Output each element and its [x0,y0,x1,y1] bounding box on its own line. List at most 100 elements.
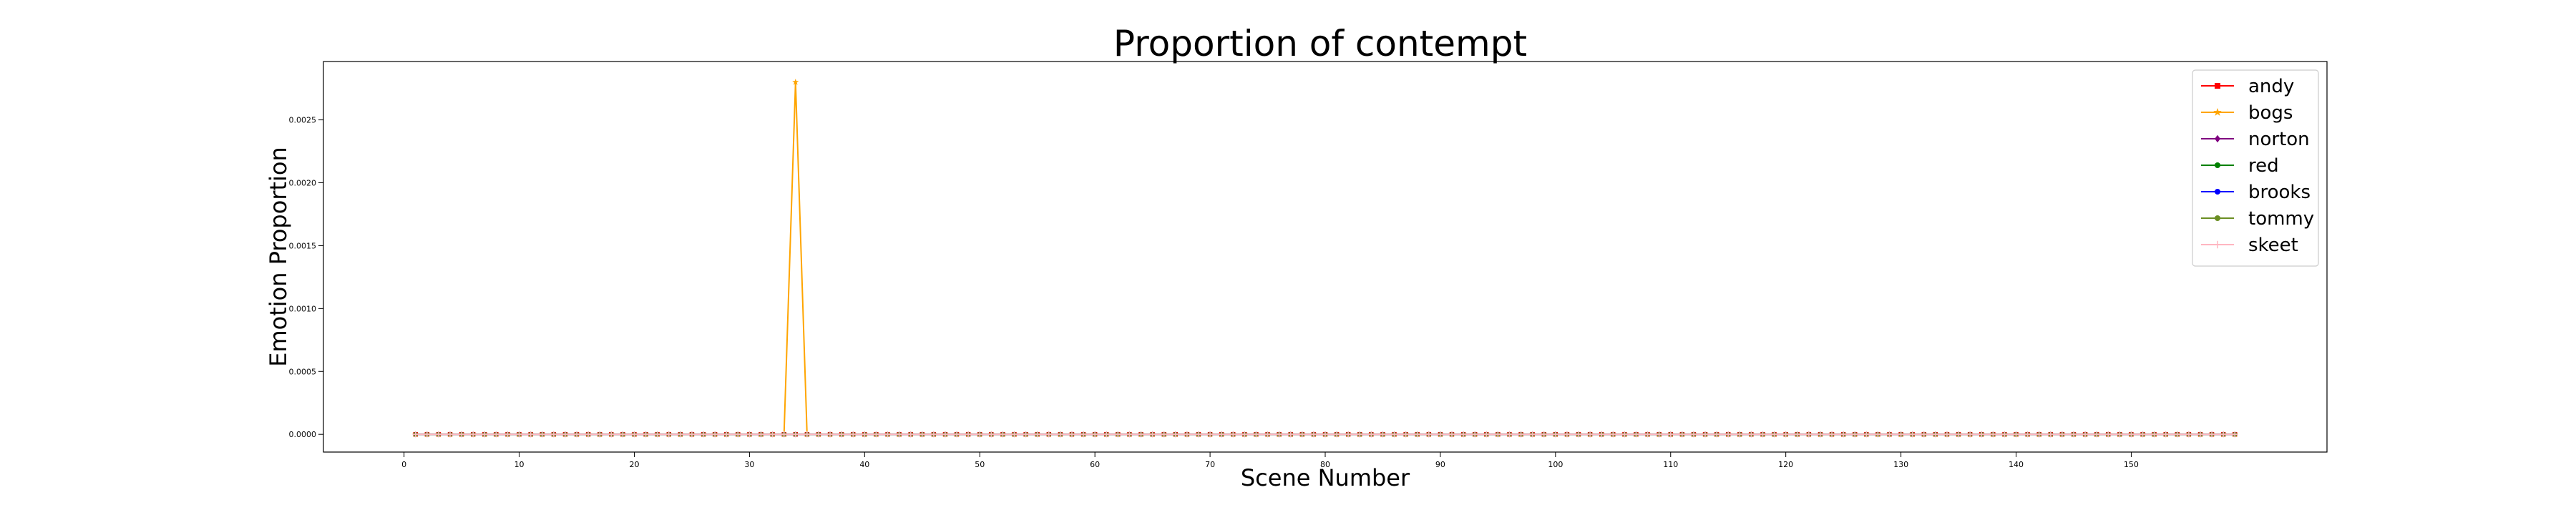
data-point-skeet [1760,431,1766,438]
legend-item-skeet: skeet [2201,235,2298,256]
data-point-skeet [597,431,603,438]
legend-label: tommy [2248,208,2314,230]
data-point-skeet [1241,431,1248,438]
data-point-skeet [1541,431,1547,438]
data-point-skeet [2094,431,2100,438]
x-tick-label: 90 [1435,460,1445,469]
data-point-skeet [1782,431,1789,438]
x-tick-label: 10 [514,460,525,469]
legend-label: norton [2248,129,2310,150]
data-point-skeet [896,431,902,438]
data-point-skeet [2140,431,2146,438]
data-point-skeet [1380,431,1386,438]
legend-label: andy [2248,76,2294,97]
data-point-skeet [1126,431,1133,438]
data-point-skeet [1195,431,1202,438]
data-point-skeet [1345,431,1352,438]
y-tick-label: 0.0000 [289,430,317,439]
data-point-skeet [1575,431,1582,438]
data-point-skeet [1828,431,1835,438]
chart-title: Proportion of contempt [1113,23,1527,64]
data-point-skeet [804,431,811,438]
legend-item-norton: norton [2201,129,2310,150]
data-point-skeet [620,431,626,438]
data-point-skeet [1495,431,1501,438]
data-point-skeet [2162,431,2169,438]
data-point-skeet [1402,431,1409,438]
data-point-skeet [723,431,730,438]
data-point-skeet [1771,431,1777,438]
data-point-skeet [1563,431,1571,438]
data-point-skeet [573,431,580,438]
data-point-skeet [2105,431,2112,438]
data-point-skeet [1898,431,1904,438]
data-point-skeet [1264,431,1271,438]
data-point-skeet [608,431,615,438]
x-tick-label: 80 [1320,460,1330,469]
x-tick-label: 40 [859,460,869,469]
data-point-skeet [1425,431,1432,438]
data-point-skeet [1414,431,1420,438]
legend-label: skeet [2248,235,2298,256]
data-point-skeet [631,431,638,438]
data-point-skeet [1966,431,1974,438]
data-point-skeet [1057,431,1064,438]
y-tick-label: 0.0015 [289,241,317,250]
data-point-skeet [769,431,776,438]
data-point-skeet [2128,431,2135,438]
data-point-skeet [1460,431,1467,438]
data-point-skeet [1080,431,1087,438]
data-point-skeet [1702,431,1709,438]
legend-label: brooks [2248,182,2311,203]
legend-marker [2215,162,2220,168]
data-point-skeet [654,431,660,438]
data-point-skeet [1206,431,1214,438]
x-tick-label: 100 [1548,460,1563,469]
data-point-skeet [482,431,488,438]
y-tick-label: 0.0010 [289,304,317,313]
legend-box [2192,69,2319,267]
data-point-skeet [919,431,925,438]
data-point-skeet [953,431,960,438]
data-point-skeet [504,431,511,438]
data-point-skeet [1138,431,1144,438]
data-point-skeet [1667,431,1674,438]
data-point-skeet [1552,431,1558,438]
y-tick-label: 0.0020 [289,179,317,188]
data-point-skeet [2070,431,2077,438]
legend-item-brooks: brooks [2201,182,2311,203]
data-point-skeet [1448,431,1455,438]
data-point-skeet [470,431,477,438]
x-tick-label: 150 [2124,460,2139,469]
series-line-bogs [415,82,2235,436]
data-point-skeet [1990,431,1996,438]
data-point-skeet [1633,431,1639,438]
data-point-skeet [1103,431,1110,438]
data-point-skeet [758,431,764,438]
data-point-skeet [1679,431,1686,438]
data-point-skeet [1979,431,1985,438]
data-point-skeet [1172,431,1179,438]
data-point-skeet [2059,431,2066,438]
data-point-skeet [1506,431,1513,438]
x-tick-label: 50 [975,460,985,469]
data-point-skeet [1932,431,1939,438]
series-layer [412,79,2238,438]
data-point-skeet [2047,431,2054,438]
data-point-skeet [1391,431,1397,438]
y-tick-label: 0.0025 [289,116,317,125]
data-point-skeet [781,431,787,438]
data-point-skeet [965,431,972,438]
data-point-skeet [527,431,534,438]
data-point-skeet [493,431,499,438]
data-point-skeet [1840,431,1847,438]
data-point-skeet [1955,431,1962,438]
data-point-skeet [838,431,845,438]
x-tick-label: 30 [744,460,754,469]
legend-marker [2215,189,2220,195]
legend-label: bogs [2248,102,2293,124]
data-point-skeet [412,431,419,438]
data-point-skeet [424,431,430,438]
data-point-skeet [1011,431,1018,438]
data-point-skeet [643,431,649,438]
